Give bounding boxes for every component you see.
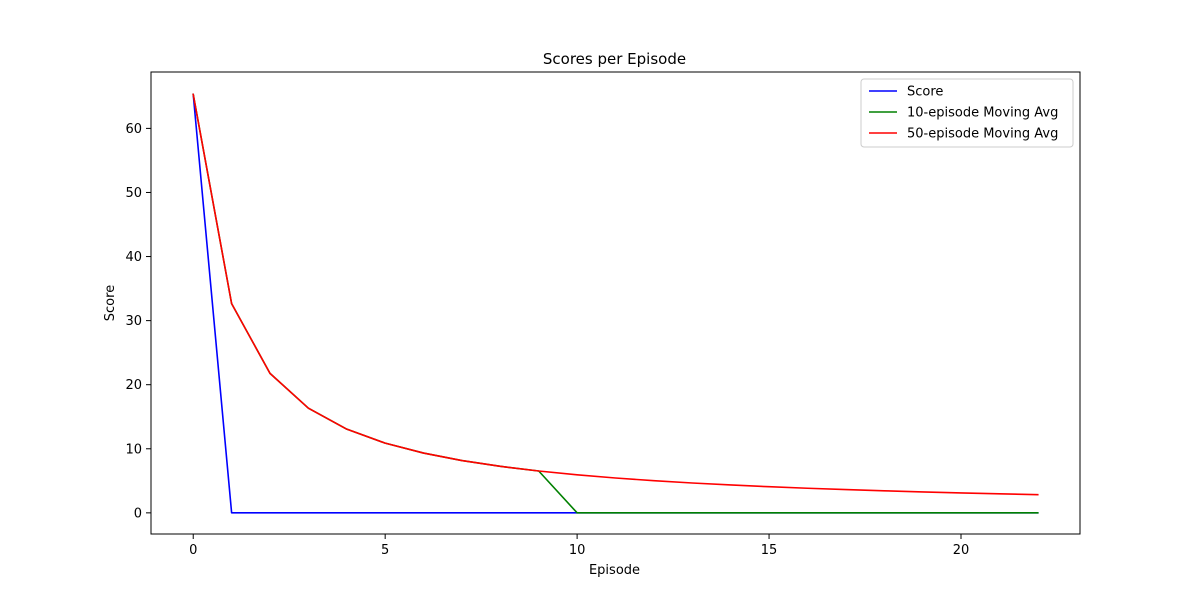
x-tick-label: 5 — [381, 543, 389, 558]
y-tick-label: 30 — [125, 314, 142, 329]
legend-entry-label: 10-episode Moving Avg — [907, 106, 1058, 121]
legend-entry-label: 50-episode Moving Avg — [907, 127, 1058, 142]
chart-title: Scores per Episode — [543, 50, 686, 68]
x-tick-label: 10 — [569, 543, 586, 558]
y-tick-label: 40 — [125, 250, 142, 265]
x-tick-label: 15 — [761, 543, 778, 558]
y-tick-label: 50 — [125, 186, 142, 201]
legend-entry-label: Score — [907, 85, 943, 100]
y-tick-label: 0 — [134, 506, 142, 521]
y-tick-label: 10 — [125, 442, 142, 457]
y-tick-label: 60 — [125, 122, 142, 137]
legend: Score 10-episode Moving Avg 50-episode Mov… — [861, 79, 1073, 147]
y-tick-label: 20 — [125, 378, 142, 393]
x-tick-label: 0 — [189, 543, 197, 558]
x-axis-label: Episode — [589, 563, 640, 578]
y-axis-label: Score — [103, 285, 118, 321]
x-tick-label: 20 — [953, 543, 970, 558]
